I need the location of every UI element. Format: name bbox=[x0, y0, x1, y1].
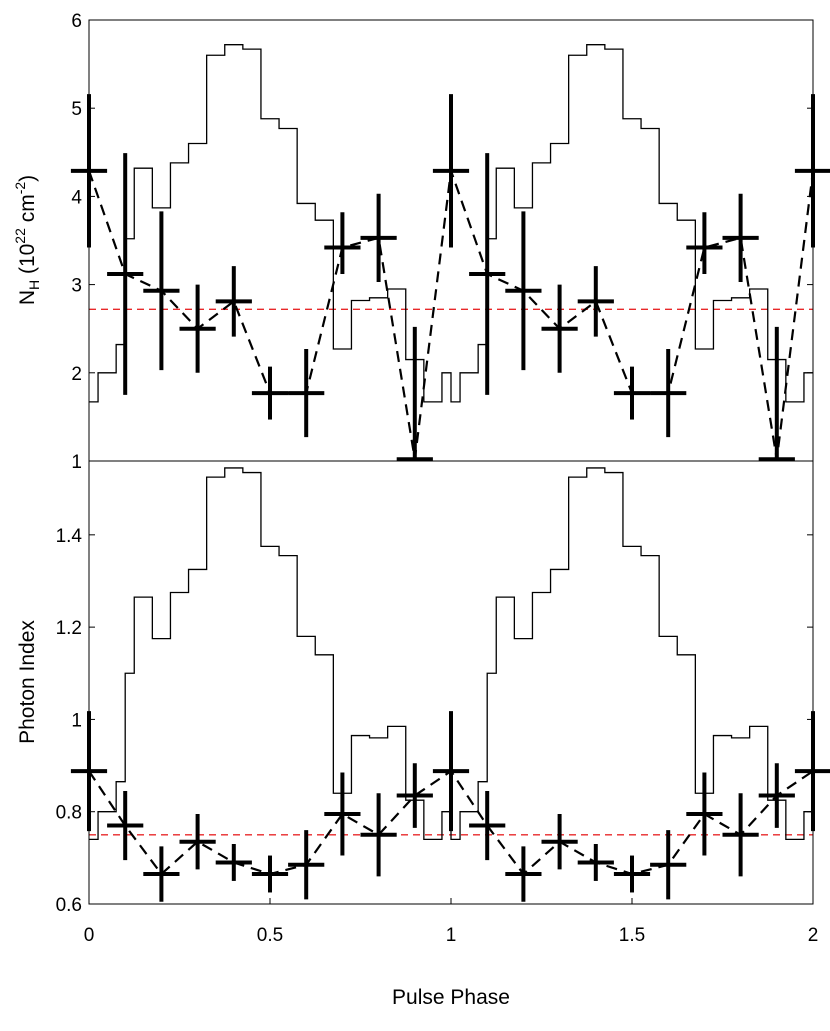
bottom-data-point bbox=[432, 711, 470, 832]
top-y-axis-title: NH (1022 cm-2) bbox=[12, 175, 42, 305]
bottom-data-point bbox=[469, 790, 506, 861]
bottom-data-point bbox=[505, 846, 542, 902]
top-y-tick-label: 3 bbox=[71, 276, 82, 297]
top-data-point bbox=[686, 212, 723, 275]
x-tick-label: 1 bbox=[446, 925, 457, 946]
bottom-y-tick-label: 0.8 bbox=[56, 803, 82, 824]
x-tick-label: 0.5 bbox=[257, 925, 283, 946]
bottom-y-tick-label: 1 bbox=[71, 710, 82, 731]
bottom-data-point bbox=[577, 844, 614, 881]
top-data-point bbox=[794, 94, 830, 248]
bottom-data-point bbox=[396, 763, 433, 828]
bottom-data-point bbox=[541, 814, 578, 870]
bottom-data-point bbox=[215, 844, 252, 881]
top-y-tick-label: 1 bbox=[71, 452, 82, 473]
top-y-tick-label: 5 bbox=[71, 99, 82, 120]
top-data-point bbox=[360, 193, 397, 282]
bottom-data-point bbox=[722, 793, 759, 877]
top-data-point bbox=[650, 348, 687, 438]
x-axis-title: Pulse Phase bbox=[392, 986, 510, 1009]
bottom-data-point bbox=[107, 790, 144, 861]
top-plot-area bbox=[70, 44, 830, 462]
bottom-plot-area bbox=[70, 467, 830, 902]
top-data-point bbox=[469, 153, 506, 395]
top-data-point bbox=[541, 284, 578, 373]
top-data-point bbox=[505, 211, 542, 371]
top-data-point bbox=[107, 153, 144, 395]
bottom-data-point bbox=[686, 772, 723, 856]
bottom-data-point bbox=[360, 793, 397, 877]
bottom-y-tick-label: 1.4 bbox=[56, 526, 83, 547]
top-pulse-profile-step bbox=[89, 44, 813, 403]
top-data-point bbox=[288, 348, 325, 438]
top-data-point bbox=[758, 326, 795, 462]
bottom-data-point bbox=[650, 830, 687, 900]
bottom-data-point bbox=[324, 772, 361, 856]
top-data-point bbox=[396, 326, 433, 462]
top-y-tick-label: 6 bbox=[71, 11, 82, 32]
bottom-data-point bbox=[143, 846, 180, 902]
bottom-y-tick-label: 0.6 bbox=[56, 895, 82, 916]
bottom-data-point bbox=[758, 763, 795, 828]
top-panel: 1 2 3 4 5 6 NH (1022 cm-2) bbox=[12, 11, 830, 473]
top-data-point bbox=[432, 94, 470, 248]
top-data-point bbox=[613, 366, 651, 420]
bottom-data-point bbox=[794, 711, 830, 832]
top-data-point bbox=[577, 266, 614, 337]
top-data-point bbox=[179, 284, 216, 373]
top-data-point bbox=[722, 193, 759, 282]
bottom-data-point bbox=[288, 830, 325, 900]
x-tick-label: 0 bbox=[84, 925, 95, 946]
bottom-x-ticks: 0 0.5 1 1.5 2 bbox=[84, 898, 819, 946]
top-y-tick-label: 2 bbox=[71, 364, 82, 385]
bottom-y-axis-title: Photon Index bbox=[16, 620, 39, 744]
top-data-point bbox=[143, 211, 180, 371]
top-data-point bbox=[251, 366, 289, 420]
bottom-panel: 0.6 0.8 1 1.2 1.4 0 0.5 1 1.5 2 Photon Index Pul… bbox=[16, 460, 830, 1009]
top-data-point bbox=[215, 266, 252, 337]
bottom-data-point bbox=[179, 814, 216, 870]
bottom-y-tick-label: 1.2 bbox=[56, 618, 82, 639]
bottom-y-ticks: 0.6 0.8 1 1.2 1.4 bbox=[56, 526, 813, 916]
top-data-point bbox=[324, 212, 361, 275]
bottom-data-point bbox=[251, 855, 289, 893]
x-tick-label: 1.5 bbox=[619, 925, 645, 946]
x-tick-label: 2 bbox=[808, 925, 819, 946]
top-y-tick-label: 4 bbox=[71, 187, 82, 208]
bottom-data-point bbox=[613, 855, 651, 893]
